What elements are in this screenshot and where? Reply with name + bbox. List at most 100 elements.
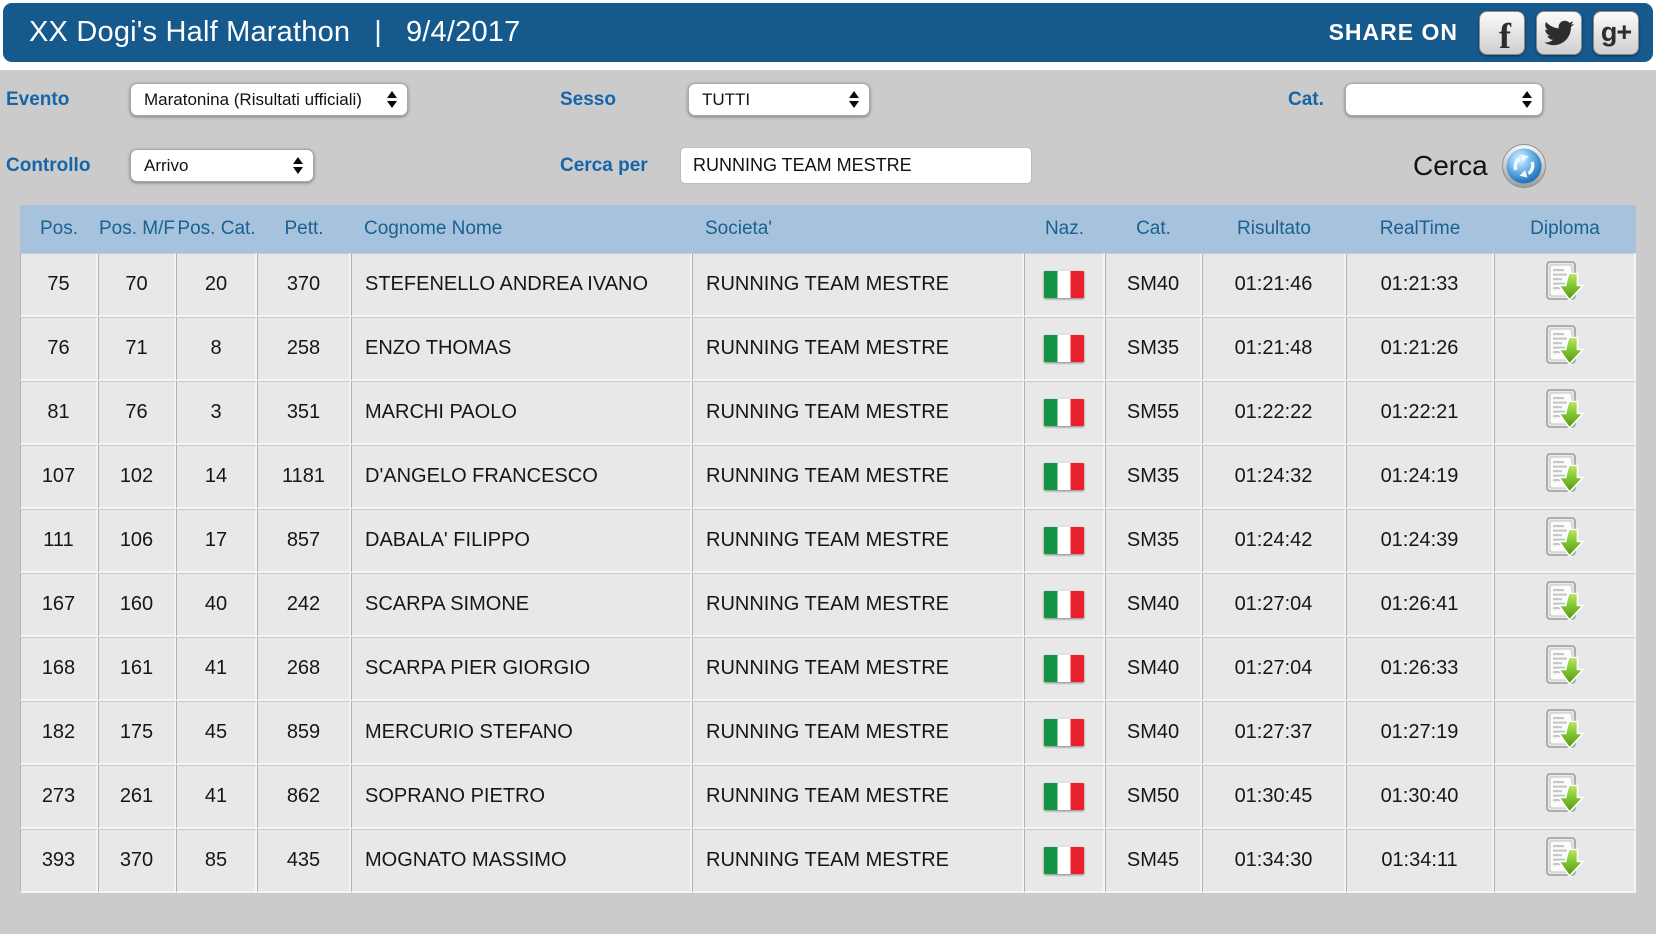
cell-pett: 258 (257, 317, 351, 381)
evento-label: Evento (6, 89, 70, 110)
cell-naz (1024, 509, 1105, 573)
diploma-download-icon (1545, 836, 1584, 879)
italy-flag-icon (1044, 463, 1084, 490)
col-header-naz: Naz. (1044, 218, 1085, 239)
diploma-download-button[interactable] (1545, 772, 1584, 815)
cat-label: Cat. (1288, 89, 1324, 110)
cell-pos-mf: 70 (98, 253, 176, 317)
cell-pos-cat: 17 (176, 509, 257, 573)
cell-cat: SM50 (1105, 765, 1202, 829)
cell-diploma (1494, 509, 1636, 573)
controllo-select[interactable]: Arrivo (130, 149, 314, 182)
cell-diploma (1494, 637, 1636, 701)
diploma-download-icon (1545, 260, 1584, 303)
cell-pos: 107 (20, 445, 98, 509)
cell-naz (1024, 765, 1105, 829)
title-group: XX Dogi's Half Marathon | 9/4/2017 (29, 16, 520, 49)
sesso-label: Sesso (560, 89, 616, 110)
stepper-arrows-icon (386, 91, 398, 108)
diploma-download-icon (1545, 644, 1584, 687)
cell-pos: 273 (20, 765, 98, 829)
diploma-download-button[interactable] (1545, 260, 1584, 303)
evento-selected-value: Maratonina (Risultati ufficiali) (144, 89, 362, 109)
table-row: 81 76 3 351 MARCHI PAOLO RUNNING TEAM ME… (20, 381, 1636, 445)
italy-flag-icon (1044, 335, 1084, 362)
cell-societa: RUNNING TEAM MESTRE (692, 765, 1024, 829)
cell-realtime: 01:27:19 (1346, 701, 1494, 765)
cell-pos: 167 (20, 573, 98, 637)
cell-realtime: 01:26:41 (1346, 573, 1494, 637)
col-header-pos: Pos. (39, 218, 79, 239)
cell-cat: SM40 (1105, 637, 1202, 701)
cell-societa: RUNNING TEAM MESTRE (692, 381, 1024, 445)
italy-flag-icon (1044, 847, 1084, 874)
diploma-download-button[interactable] (1545, 644, 1584, 687)
italy-flag-icon (1044, 783, 1084, 810)
cell-diploma (1494, 253, 1636, 317)
diploma-download-button[interactable] (1545, 836, 1584, 879)
table-row: 111 106 17 857 DABALA' FILIPPO RUNNING T… (20, 509, 1636, 573)
cell-pos-mf: 102 (98, 445, 176, 509)
cell-naz (1024, 701, 1105, 765)
cell-diploma (1494, 829, 1636, 893)
cell-naz (1024, 381, 1105, 445)
table-row: 168 161 41 268 SCARPA PIER GIORGIO RUNNI… (20, 637, 1636, 701)
cerca-button-label: Cerca (1413, 150, 1488, 181)
page-title: XX Dogi's Half Marathon (29, 16, 351, 48)
cell-diploma (1494, 381, 1636, 445)
cell-societa: RUNNING TEAM MESTRE (692, 445, 1024, 509)
cell-risultato: 01:22:22 (1202, 381, 1346, 445)
col-header-societa: Societa' (705, 218, 773, 239)
diploma-download-icon (1545, 388, 1584, 431)
diploma-download-button[interactable] (1545, 388, 1584, 431)
cell-realtime: 01:30:40 (1346, 765, 1494, 829)
sesso-select[interactable]: TUTTI (688, 83, 870, 116)
cerca-button[interactable]: Cerca (1413, 142, 1548, 190)
table-row: 393 370 85 435 MOGNATO MASSIMO RUNNING T… (20, 829, 1636, 893)
table-row: 167 160 40 242 SCARPA SIMONE RUNNING TEA… (20, 573, 1636, 637)
cell-pos-mf: 160 (98, 573, 176, 637)
italy-flag-icon (1044, 655, 1084, 682)
diploma-download-button[interactable] (1545, 452, 1584, 495)
cell-risultato: 01:24:32 (1202, 445, 1346, 509)
evento-select[interactable]: Maratonina (Risultati ufficiali) (130, 83, 408, 116)
cell-pos: 182 (20, 701, 98, 765)
cell-pos: 111 (20, 509, 98, 573)
cell-cognome-nome: MARCHI PAOLO (351, 381, 692, 445)
diploma-download-button[interactable] (1545, 708, 1584, 751)
diploma-download-button[interactable] (1545, 580, 1584, 623)
cell-realtime: 01:26:33 (1346, 637, 1494, 701)
cell-cat: SM35 (1105, 509, 1202, 573)
controllo-label: Controllo (6, 155, 91, 176)
cell-societa: RUNNING TEAM MESTRE (692, 253, 1024, 317)
cell-pett: 859 (257, 701, 351, 765)
cell-realtime: 01:24:39 (1346, 509, 1494, 573)
cell-realtime: 01:34:11 (1346, 829, 1494, 893)
search-input[interactable] (680, 147, 1032, 184)
cerca-per-label: Cerca per (560, 155, 648, 176)
facebook-share-button[interactable]: f (1479, 10, 1525, 56)
col-header-cognome-nome: Cognome Nome (364, 218, 503, 239)
cell-pos-cat: 85 (176, 829, 257, 893)
cell-pos-cat: 45 (176, 701, 257, 765)
cat-select[interactable] (1345, 83, 1543, 116)
col-header-cat: Cat. (1136, 218, 1171, 239)
cell-cat: SM45 (1105, 829, 1202, 893)
cell-pos-mf: 370 (98, 829, 176, 893)
cell-pos: 393 (20, 829, 98, 893)
controllo-selected-value: Arrivo (144, 155, 189, 175)
twitter-share-button[interactable] (1536, 10, 1582, 55)
cell-risultato: 01:34:30 (1202, 829, 1346, 893)
googleplus-share-button[interactable]: g+ (1593, 10, 1639, 55)
cell-societa: RUNNING TEAM MESTRE (692, 829, 1024, 893)
cell-naz (1024, 253, 1105, 317)
cell-pos: 76 (20, 317, 98, 381)
diploma-download-button[interactable] (1545, 516, 1584, 559)
col-header-pos-mf: Pos. M/F (98, 218, 175, 239)
diploma-download-button[interactable] (1545, 324, 1584, 367)
cell-naz (1024, 637, 1105, 701)
cell-risultato: 01:24:42 (1202, 509, 1346, 573)
cell-naz (1024, 573, 1105, 637)
table-row: 107 102 14 1181 D'ANGELO FRANCESCO RUNNI… (20, 445, 1636, 509)
cell-risultato: 01:21:46 (1202, 253, 1346, 317)
